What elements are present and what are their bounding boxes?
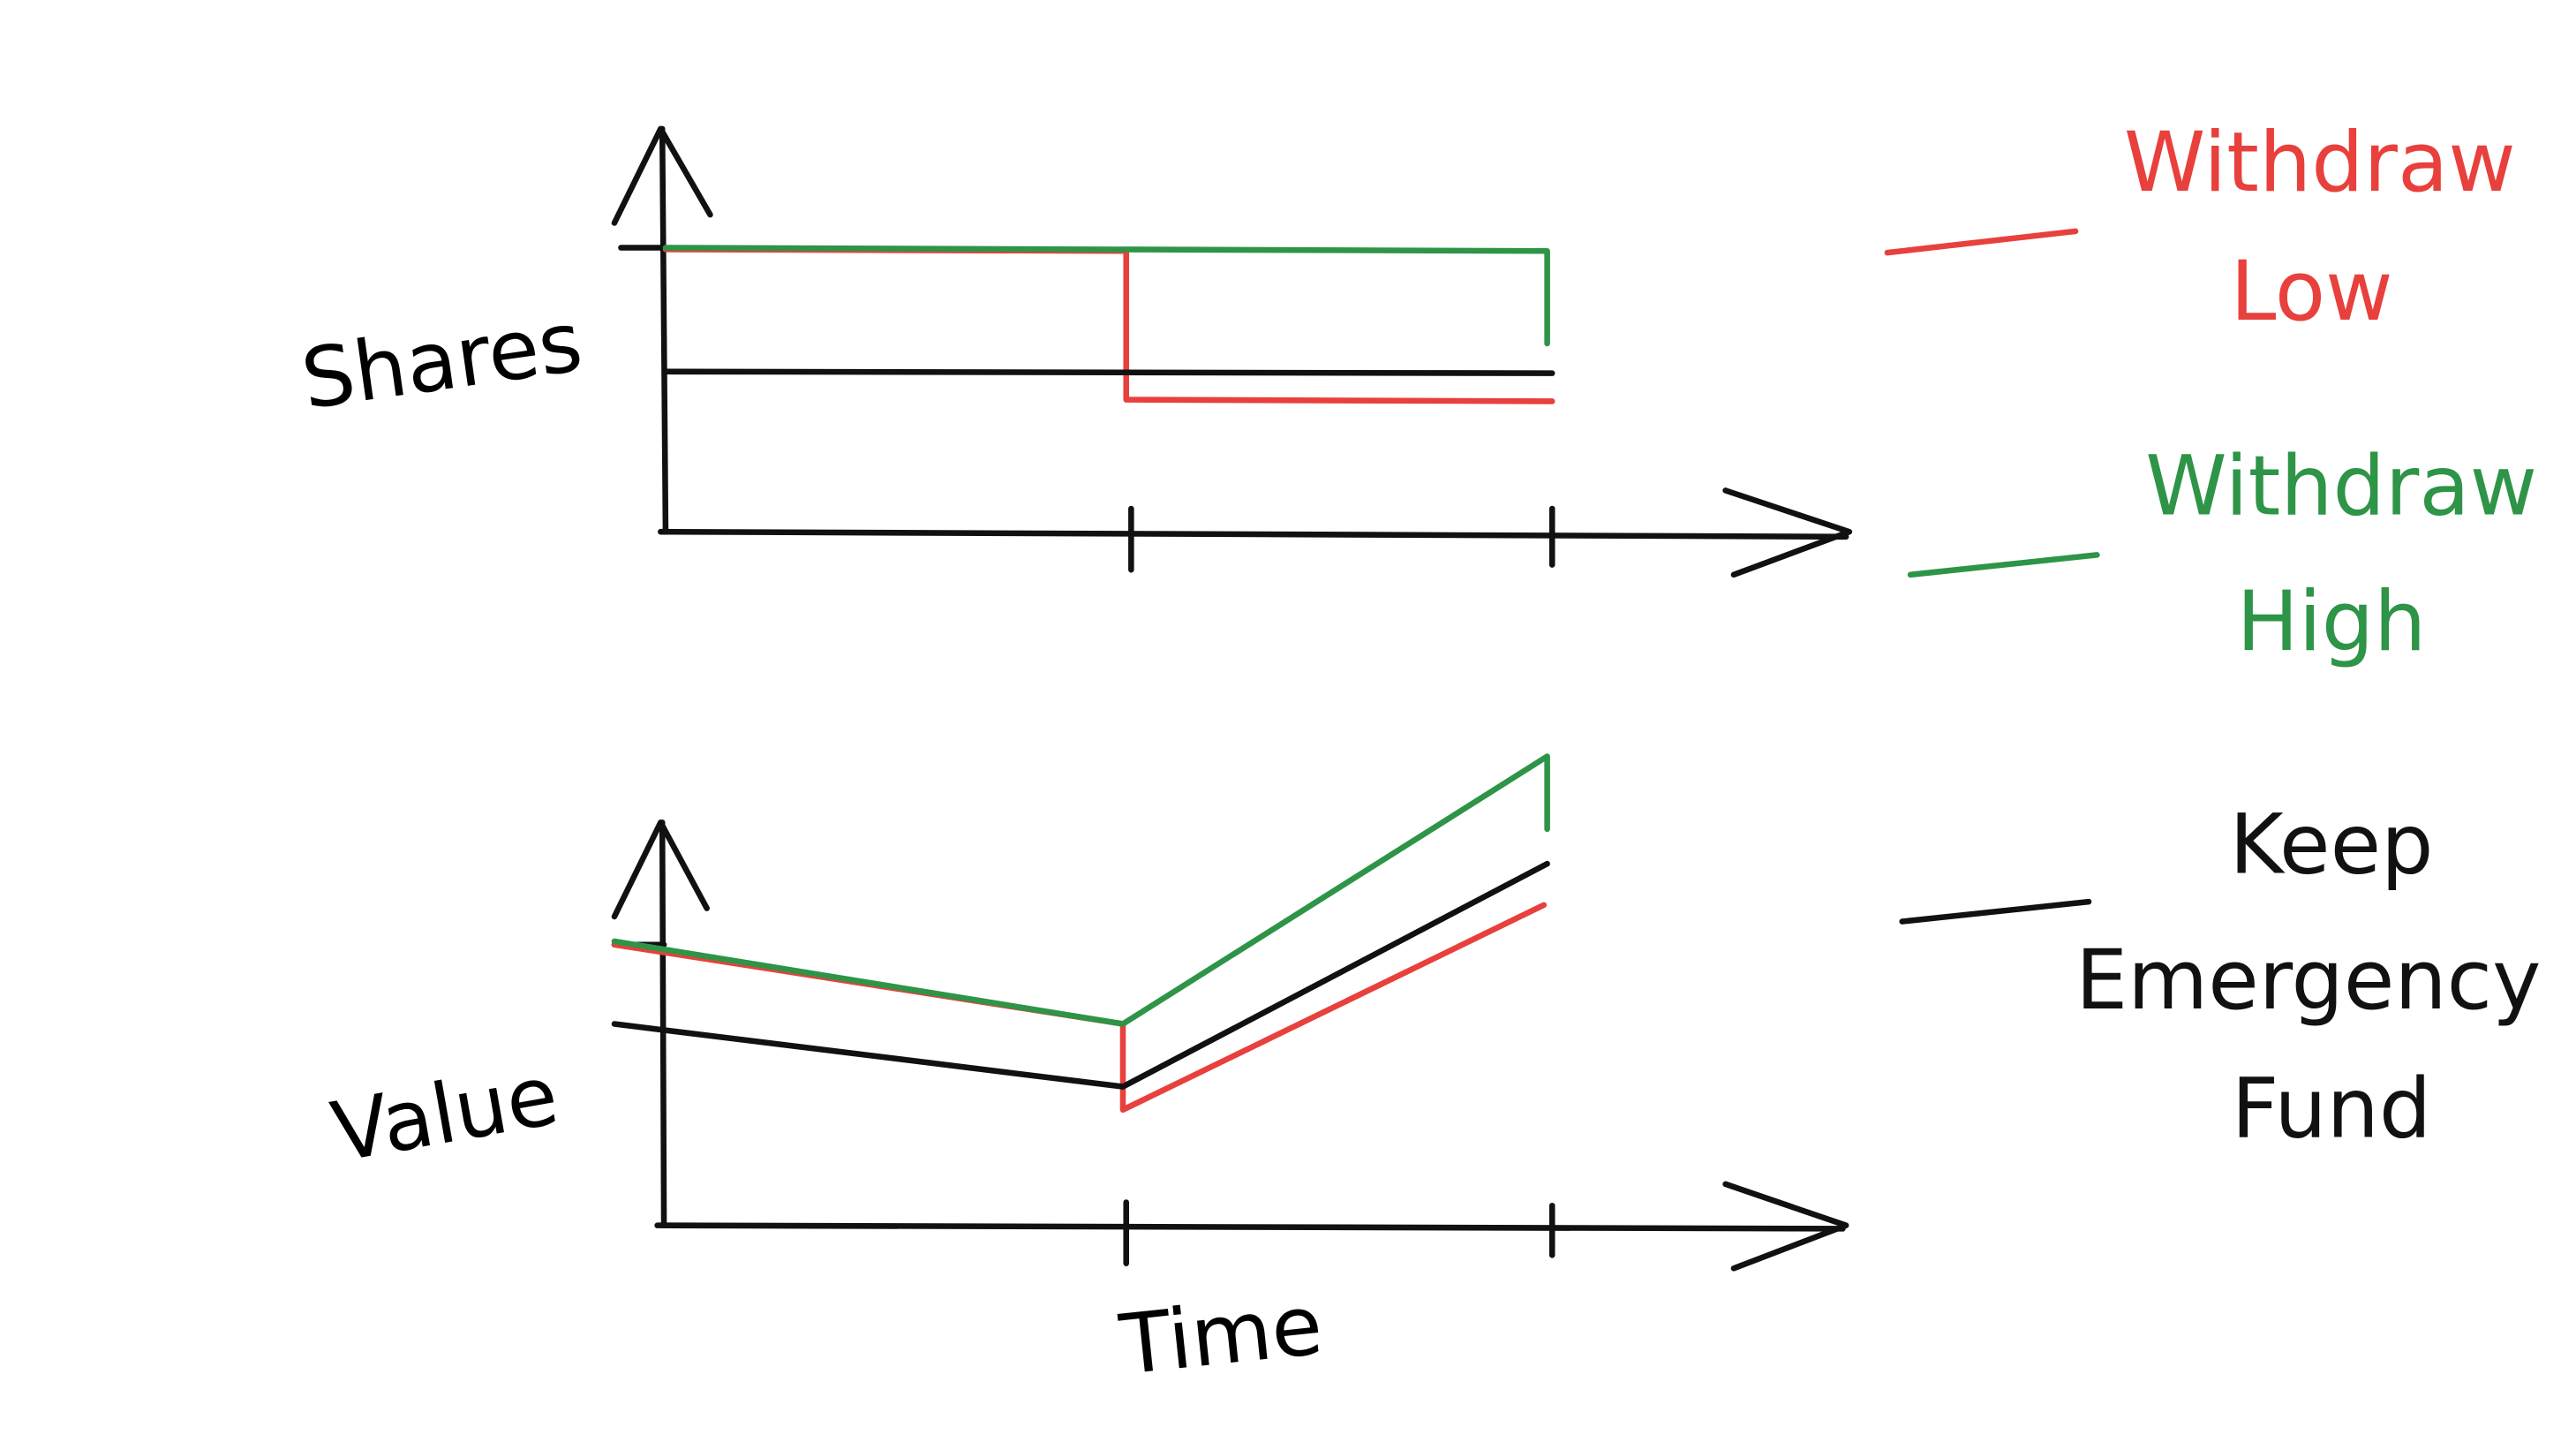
x-arrow	[1722, 1181, 1849, 1272]
legend-label: Withdraw	[2124, 115, 2516, 211]
legend-label: Emergency	[2075, 933, 2541, 1029]
y-arrow	[611, 819, 710, 920]
withdraw-high-line	[611, 753, 1550, 1027]
y-arrow	[611, 125, 713, 226]
legend-label: Keep	[2229, 797, 2433, 894]
withdraw-high-line	[662, 245, 1550, 347]
keep-fund-line	[611, 860, 1550, 1090]
legend-swatch	[1907, 552, 2100, 578]
x-arrow	[1722, 487, 1853, 578]
legend-label: High	[2236, 574, 2426, 670]
keep-fund-line	[662, 368, 1555, 376]
shares-axes	[611, 125, 1853, 578]
legend-swatch	[1884, 228, 2079, 256]
x-axis-label: Time	[1115, 1277, 1327, 1393]
legend-swatch	[1899, 898, 2092, 925]
x-axis	[658, 528, 1849, 540]
y-axis	[659, 125, 669, 535]
value-axes	[611, 819, 1849, 1272]
legend-label: Withdraw	[2145, 439, 2537, 535]
legend-label: Low	[2230, 244, 2392, 340]
x-axis	[654, 1222, 1846, 1232]
y-axis	[659, 819, 667, 1228]
legend-label: Fund	[2232, 1061, 2432, 1158]
